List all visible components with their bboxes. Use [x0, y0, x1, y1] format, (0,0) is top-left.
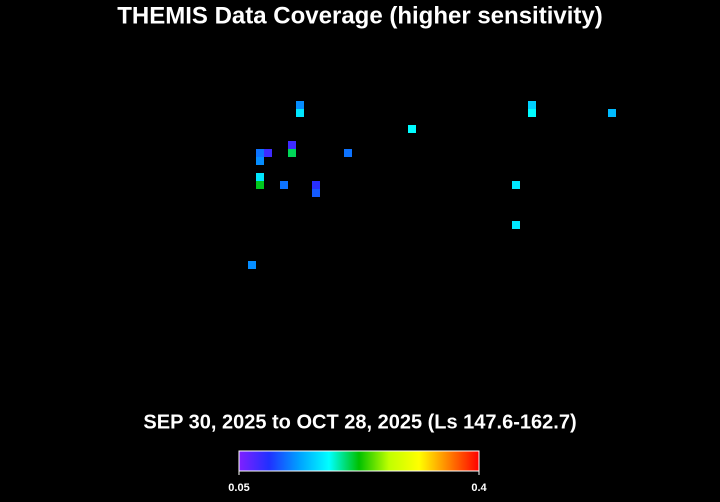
- coverage-cell: [608, 109, 616, 117]
- coverage-cell: [288, 141, 296, 149]
- coverage-cell: [528, 109, 536, 117]
- colorbar-tick-label: 0.4: [471, 482, 487, 494]
- coverage-cell: [256, 149, 264, 157]
- coverage-cell: [528, 101, 536, 109]
- coverage-cell: [288, 149, 296, 157]
- chart-subtitle: SEP 30, 2025 to OCT 28, 2025 (Ls 147.6-1…: [143, 411, 576, 433]
- coverage-cell: [408, 125, 416, 133]
- chart-title: THEMIS Data Coverage (higher sensitivity…: [117, 2, 602, 29]
- coverage-cell: [256, 181, 264, 189]
- coverage-cell: [312, 189, 320, 197]
- coverage-cell: [296, 109, 304, 117]
- coverage-cell: [256, 173, 264, 181]
- coverage-cell: [296, 101, 304, 109]
- coverage-cell: [248, 261, 256, 269]
- coverage-cell: [312, 181, 320, 189]
- coverage-cell: [512, 181, 520, 189]
- coverage-cell: [264, 149, 272, 157]
- coverage-cell: [280, 181, 288, 189]
- coverage-cell: [512, 221, 520, 229]
- colorbar: [238, 450, 480, 472]
- coverage-cell: [256, 157, 264, 165]
- coverage-cell: [344, 149, 352, 157]
- colorbar-tick-label: 0.05: [228, 482, 249, 494]
